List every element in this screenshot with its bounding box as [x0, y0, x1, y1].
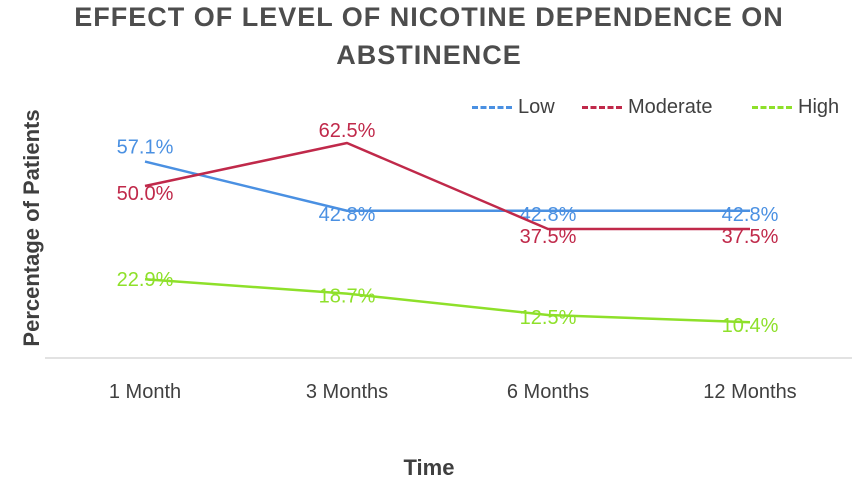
series-line-moderate [144, 141, 750, 231]
x-tick-label: 6 Months [507, 381, 589, 403]
x-tick-label: 12 Months [703, 381, 796, 403]
chart-title-line-2: ABSTINENCE [336, 40, 522, 70]
data-label-low: 42.8% [319, 204, 376, 226]
data-label-moderate: 62.5% [319, 120, 376, 142]
legend-swatch-moderate [582, 106, 622, 109]
legend-label-moderate: Moderate [628, 96, 713, 118]
legend-item-moderate: Moderate [582, 96, 713, 119]
data-label-high: 18.7% [319, 286, 376, 308]
data-label-moderate: 50.0% [117, 183, 174, 205]
data-label-low: 42.8% [722, 204, 779, 226]
data-label-low: 42.8% [520, 204, 577, 226]
legend-item-low: Low [472, 96, 555, 119]
legend-label-high: High [798, 96, 840, 118]
data-label-high: 12.5% [520, 307, 577, 329]
data-label-high: 10.4% [722, 315, 779, 337]
data-label-moderate: 37.5% [722, 226, 779, 248]
x-tick-label: 1 Month [109, 381, 181, 403]
chart-title-line-1: EFFECT OF LEVEL OF NICOTINE DEPENDENCE O… [74, 2, 784, 32]
legend-swatch-low [472, 106, 512, 109]
legend-swatch-high [752, 106, 792, 109]
legend-label-low: Low [518, 96, 555, 118]
series-line-low [144, 160, 750, 213]
x-tick-label: 3 Months [306, 381, 388, 403]
data-label-moderate: 37.5% [520, 226, 577, 248]
x-axis-label: Time [403, 455, 455, 480]
legend-item-high: High [752, 96, 839, 119]
data-label-high: 22.9% [117, 269, 174, 291]
series-line-high [144, 277, 751, 324]
data-label-low: 57.1% [117, 137, 174, 159]
